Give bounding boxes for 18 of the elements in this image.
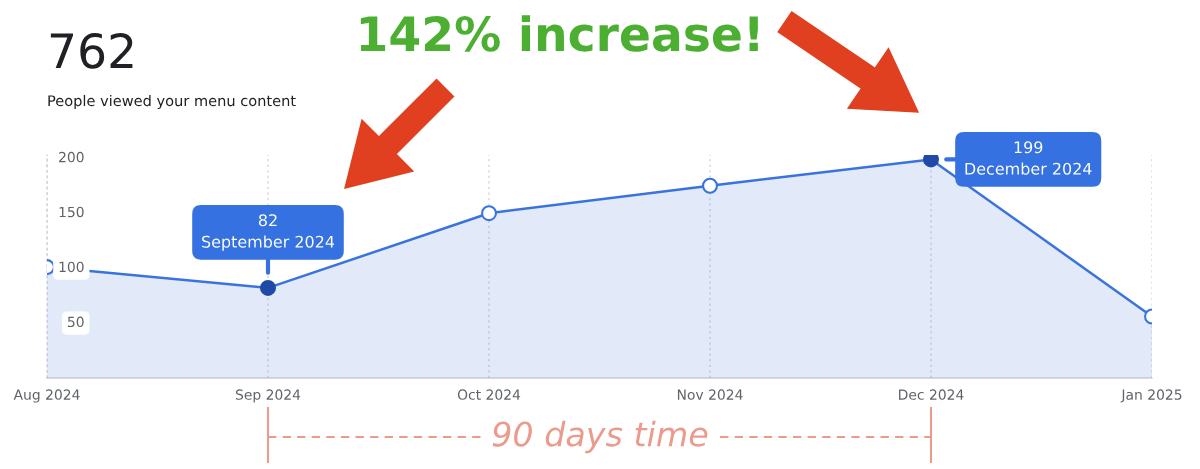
annotation: 199 December 2024 xyxy=(965,141,1092,175)
text: 142% increase! xyxy=(360,15,758,52)
x-tick-label: Dec 2024 xyxy=(899,389,964,400)
chart-title: 762 xyxy=(50,32,133,69)
point xyxy=(481,205,497,222)
x-tick-label: Sep 2024 xyxy=(235,389,301,403)
text: 90 days time xyxy=(492,420,708,454)
y-tick-label: 50 xyxy=(67,316,84,328)
x-tick-label: Nov 2024 xyxy=(677,389,743,400)
y-tick-label: 150 xyxy=(59,206,84,218)
y-tick-label: 200 xyxy=(59,151,84,163)
x-tick-label: Aug 2024 xyxy=(13,389,80,403)
point xyxy=(702,177,718,194)
x-tick-label: Jan 2025 xyxy=(1120,389,1182,403)
chart-subtitle: People viewed your menu content xyxy=(48,94,296,110)
x-tick-label: Oct 2024 xyxy=(457,389,521,400)
y-tick-label: 100 xyxy=(59,261,84,273)
annotation: 82 September 2024 xyxy=(202,214,335,251)
